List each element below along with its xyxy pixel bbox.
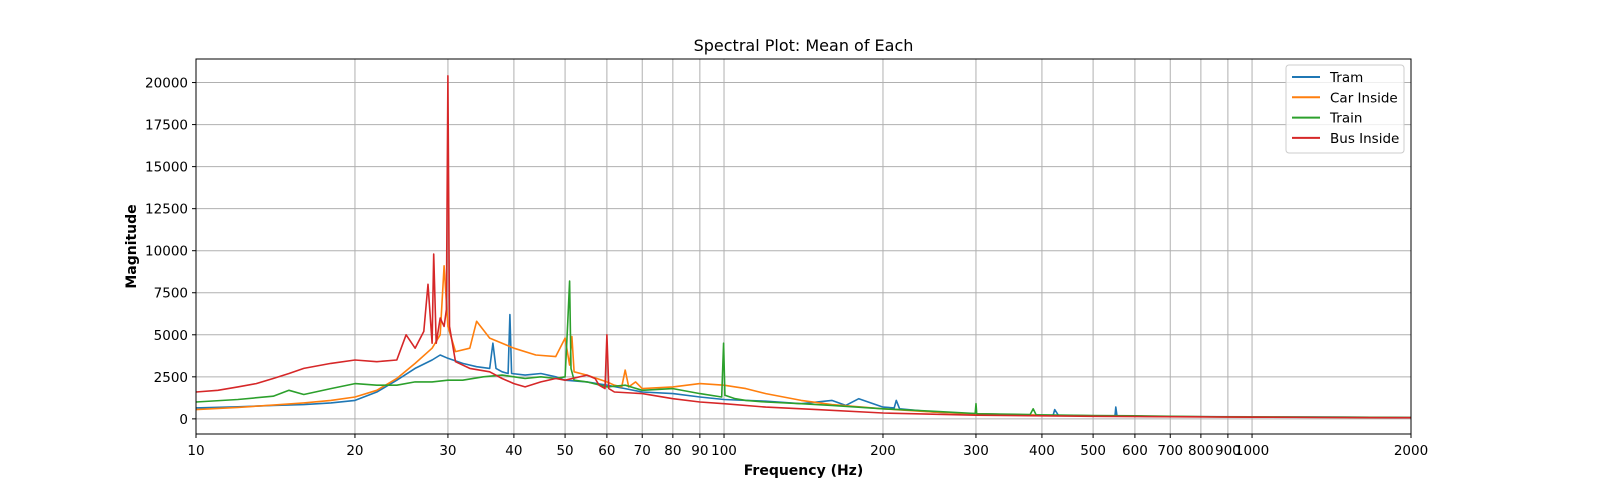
x-tick-label: 1000: [1235, 443, 1269, 459]
series-line-train: [195, 280, 1412, 419]
legend: Tram Car Inside Train Bus Inside: [1285, 64, 1405, 154]
y-tick-label: 17500: [145, 118, 188, 134]
x-tick-label: 700: [1157, 443, 1183, 459]
x-tick-label: 2000: [1394, 443, 1428, 459]
x-tick-label: 40: [505, 443, 522, 459]
x-tick-label: 30: [439, 443, 456, 459]
x-tick-label: 800: [1188, 443, 1214, 459]
x-tick-label: 10: [187, 443, 204, 459]
legend-label: Bus Inside: [1330, 131, 1399, 147]
plot-frame: [195, 58, 1412, 435]
x-tick-label: 50: [556, 443, 573, 459]
series-line-bus-inside: [195, 75, 1412, 419]
x-tick-label: 80: [664, 443, 681, 459]
y-axis-label: Magnitude: [124, 204, 140, 288]
y-tick-label: 2500: [154, 370, 188, 386]
x-tick-label: 100: [711, 443, 737, 459]
series-lines: [195, 75, 1412, 419]
axis-ticks: 10 20 30 40 50 60 70 80 90 100 200 300 400 500 600 700 8…: [145, 76, 1428, 459]
x-tick-label: 900: [1215, 443, 1241, 459]
x-tick-label: 600: [1122, 443, 1148, 459]
y-tick-label: 10000: [145, 244, 188, 260]
y-tick-label: 15000: [145, 160, 188, 176]
y-tick-label: 7500: [154, 286, 188, 302]
x-tick-label: 500: [1080, 443, 1106, 459]
x-tick-label: 200: [870, 443, 896, 459]
x-tick-label: 70: [634, 443, 651, 459]
legend-label: Tram: [1329, 70, 1363, 86]
x-tick-label: 90: [691, 443, 708, 459]
x-tick-label: 300: [963, 443, 989, 459]
legend-box: [1285, 64, 1405, 154]
y-tick-label: 12500: [145, 202, 188, 218]
x-axis-label: Frequency (Hz): [744, 463, 863, 479]
x-tick-label: 400: [1029, 443, 1055, 459]
y-tick-label: 20000: [145, 76, 188, 92]
x-tick-label: 20: [346, 443, 363, 459]
y-tick-label: 5000: [154, 328, 188, 344]
legend-label: Train: [1329, 111, 1362, 127]
y-tick-label: 0: [179, 412, 188, 428]
x-tick-label: 60: [598, 443, 615, 459]
chart-title: Spectral Plot: Mean of Each: [694, 36, 914, 55]
legend-label: Car Inside: [1330, 90, 1398, 106]
